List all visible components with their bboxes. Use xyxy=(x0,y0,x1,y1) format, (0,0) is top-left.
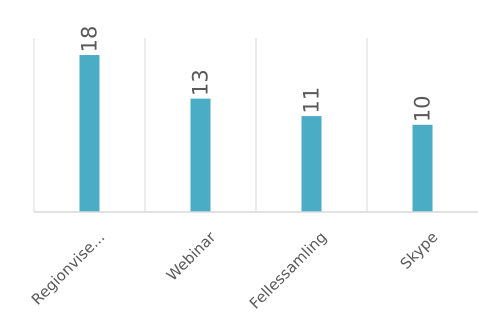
x-tick-label: Regionvise... xyxy=(28,228,108,308)
x-tick-label: Fellessamling xyxy=(246,228,330,312)
x-tick-label: Webinar xyxy=(163,228,220,285)
chart-bars xyxy=(79,55,433,212)
data-label: 11 xyxy=(300,87,324,114)
data-label: 18 xyxy=(78,26,102,53)
bar-fellessamling xyxy=(301,116,322,212)
x-axis-tick-labels: Regionvise... Webinar Fellessamling Skype xyxy=(28,228,441,313)
data-label: 13 xyxy=(189,69,213,96)
data-label: 10 xyxy=(411,95,435,122)
chart-data-labels: 18 13 11 10 xyxy=(78,26,435,122)
x-tick-label: Skype xyxy=(397,228,442,273)
bar-regionvise xyxy=(79,55,100,212)
bar-webinar xyxy=(190,98,211,212)
bar-skype xyxy=(412,124,433,212)
chart-gridlines xyxy=(33,38,368,212)
